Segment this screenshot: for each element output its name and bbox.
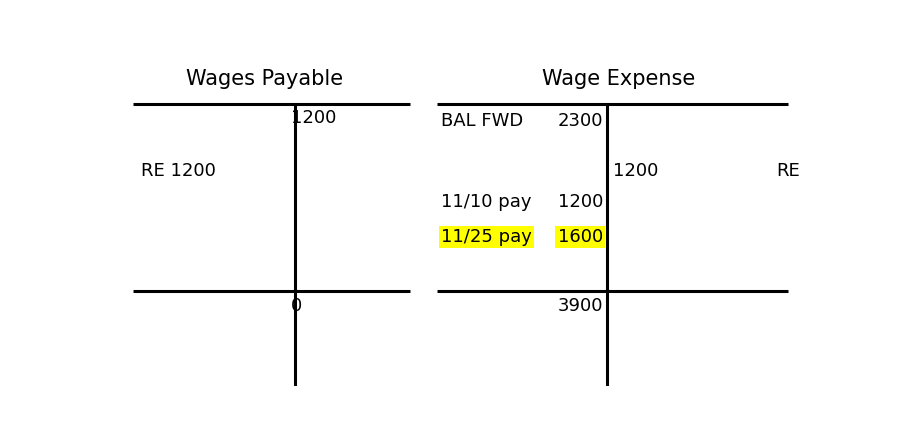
Text: Wages Payable: Wages Payable xyxy=(186,69,343,89)
Text: 0: 0 xyxy=(291,297,302,315)
Text: 1200: 1200 xyxy=(291,108,336,127)
Text: 1200: 1200 xyxy=(613,162,658,181)
Text: 3900: 3900 xyxy=(557,297,603,315)
Text: 11/10 pay: 11/10 pay xyxy=(442,193,531,211)
Text: 1600: 1600 xyxy=(558,228,603,246)
Text: 1200: 1200 xyxy=(557,193,603,211)
Text: RE: RE xyxy=(776,162,800,181)
Text: RE 1200: RE 1200 xyxy=(140,162,216,181)
Text: 2300: 2300 xyxy=(557,112,603,130)
Text: Wage Expense: Wage Expense xyxy=(541,69,695,89)
Text: 11/25 pay: 11/25 pay xyxy=(442,228,532,246)
Text: BAL FWD: BAL FWD xyxy=(442,112,524,130)
